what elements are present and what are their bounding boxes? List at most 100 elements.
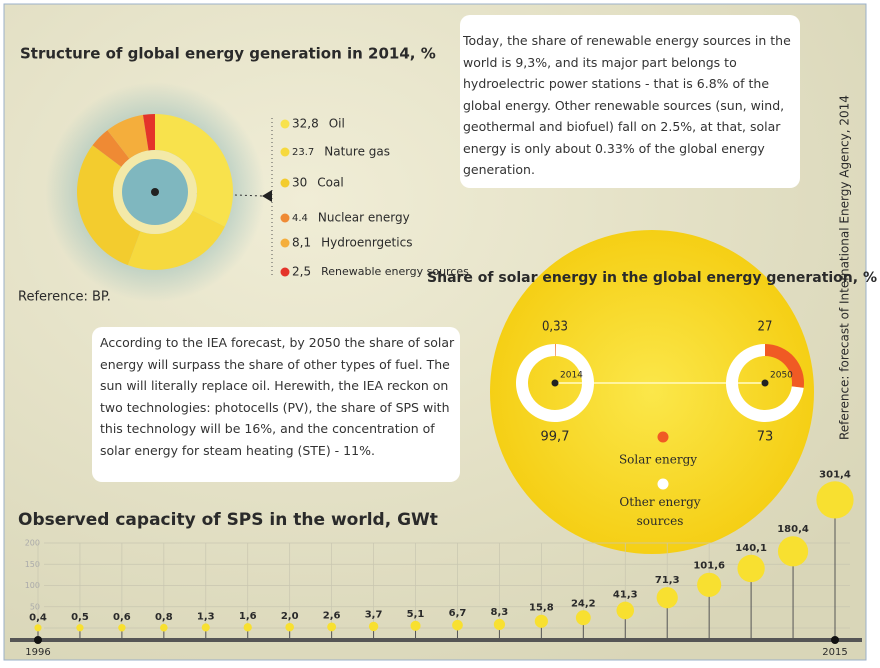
paragraph: According to the IEA forecast, by 2050 t… — [100, 335, 455, 458]
legend-label: Nature gas — [324, 145, 390, 159]
value-label: 73 — [757, 430, 774, 445]
bubble — [243, 623, 252, 632]
x-tick-label: 2015 — [822, 647, 847, 658]
legend-value: 8,1 — [292, 236, 311, 250]
bubble — [656, 587, 678, 609]
center-dot — [551, 379, 559, 387]
legend-swatch — [280, 147, 290, 157]
legend-label: Nuclear energy — [318, 211, 410, 225]
legend-swatch — [280, 213, 290, 223]
legend-swatch — [280, 267, 290, 277]
legend-value: 23.7 — [292, 147, 314, 158]
bubble — [285, 622, 294, 632]
legend-label: Oil — [329, 117, 345, 131]
legend-value: 2,5 — [292, 265, 311, 279]
value-label: 3,7 — [365, 610, 383, 621]
value-label: 2,0 — [281, 611, 299, 622]
year-dot — [831, 636, 839, 644]
donut-segment — [76, 145, 141, 266]
legend-label: Renewable energy sources — [321, 265, 469, 278]
x-tick-label: 1996 — [25, 647, 50, 658]
value-label: 0,4 — [29, 612, 47, 623]
legend-swatch — [280, 119, 290, 129]
bubble — [118, 624, 126, 632]
legend-value: 30 — [292, 176, 307, 190]
value-label: 0,33 — [542, 320, 568, 335]
reference: Reference: BP. — [18, 290, 111, 305]
bubble — [368, 621, 379, 632]
legend-label: Other energy sources — [619, 495, 701, 528]
value-label: 8,3 — [491, 607, 509, 618]
value-label: 99,7 — [541, 430, 570, 445]
value-label: 0,6 — [113, 612, 131, 623]
value-label: 180,4 — [777, 524, 809, 535]
y-tick-label: 150 — [25, 560, 40, 569]
bubble — [76, 624, 84, 632]
year-dot — [34, 636, 42, 644]
bubble — [34, 624, 42, 632]
value-label: 6,7 — [449, 608, 467, 619]
pointer-arrow — [262, 190, 272, 202]
year-label: 2014 — [560, 371, 583, 381]
legend-swatch — [657, 431, 669, 443]
y-tick-label: 100 — [25, 581, 40, 590]
bubble — [410, 620, 421, 631]
donut-segment — [107, 114, 149, 159]
text-box — [460, 15, 800, 188]
donut-segment — [92, 130, 130, 167]
legend-value: 32,8 — [292, 117, 319, 131]
value-label: 27 — [758, 320, 773, 335]
bubble — [777, 536, 809, 567]
value-label: 41,3 — [613, 590, 638, 601]
value-label: 2,6 — [323, 610, 341, 621]
value-label: 1,3 — [197, 611, 215, 622]
value-label: 0,5 — [71, 612, 89, 623]
bubble — [816, 481, 854, 519]
center-dot — [761, 379, 769, 387]
year-label: 2050 — [770, 371, 793, 381]
donut-segment — [127, 210, 225, 270]
bubble — [616, 601, 635, 620]
donut-segment — [725, 344, 804, 422]
legend-swatch — [280, 178, 290, 188]
y-tick-label: 200 — [25, 539, 40, 548]
value-label: 101,6 — [693, 561, 725, 572]
bubble — [160, 623, 168, 632]
donut-segment — [155, 114, 234, 227]
legend-swatch — [657, 478, 669, 490]
text-box-content: Today, the share of renewable energy sou… — [463, 33, 791, 177]
legend-label-box: Other energy sources — [619, 495, 701, 528]
bubble — [737, 554, 765, 583]
value-label: 24,2 — [571, 598, 596, 609]
paragraph: Today, the share of renewable energy sou… — [463, 33, 791, 177]
value-label: 15,8 — [529, 603, 554, 614]
donut-segment — [515, 344, 594, 422]
donut-segment — [555, 344, 556, 357]
text-box — [92, 327, 460, 482]
value-label: 140,1 — [735, 543, 767, 554]
bubble — [534, 614, 548, 628]
bubble — [452, 619, 463, 631]
y-tick-label: 50 — [30, 602, 40, 611]
bubble — [575, 610, 591, 626]
legend-value: 4.4 — [292, 213, 308, 224]
legend-label: Coal — [317, 176, 343, 190]
bubble — [697, 572, 722, 597]
value-label: 5,1 — [407, 609, 425, 620]
side-reference: Reference: forecast of International Ene… — [838, 95, 852, 440]
text-box-content: According to the IEA forecast, by 2050 t… — [100, 335, 455, 458]
sun-circle — [490, 230, 814, 554]
bubble — [493, 618, 506, 631]
value-label: 0,8 — [155, 612, 173, 623]
chart-title: Observed capacity of SPS in the world, G… — [18, 510, 438, 530]
value-label: 301,4 — [819, 469, 851, 480]
bubble — [327, 622, 337, 632]
value-label: 71,3 — [655, 575, 680, 586]
bubble — [201, 623, 210, 632]
chart-title: Structure of global energy generation in… — [20, 45, 436, 63]
legend-label: Solar energy — [619, 453, 697, 467]
legend-swatch — [280, 238, 290, 248]
donut-segment — [765, 344, 804, 388]
